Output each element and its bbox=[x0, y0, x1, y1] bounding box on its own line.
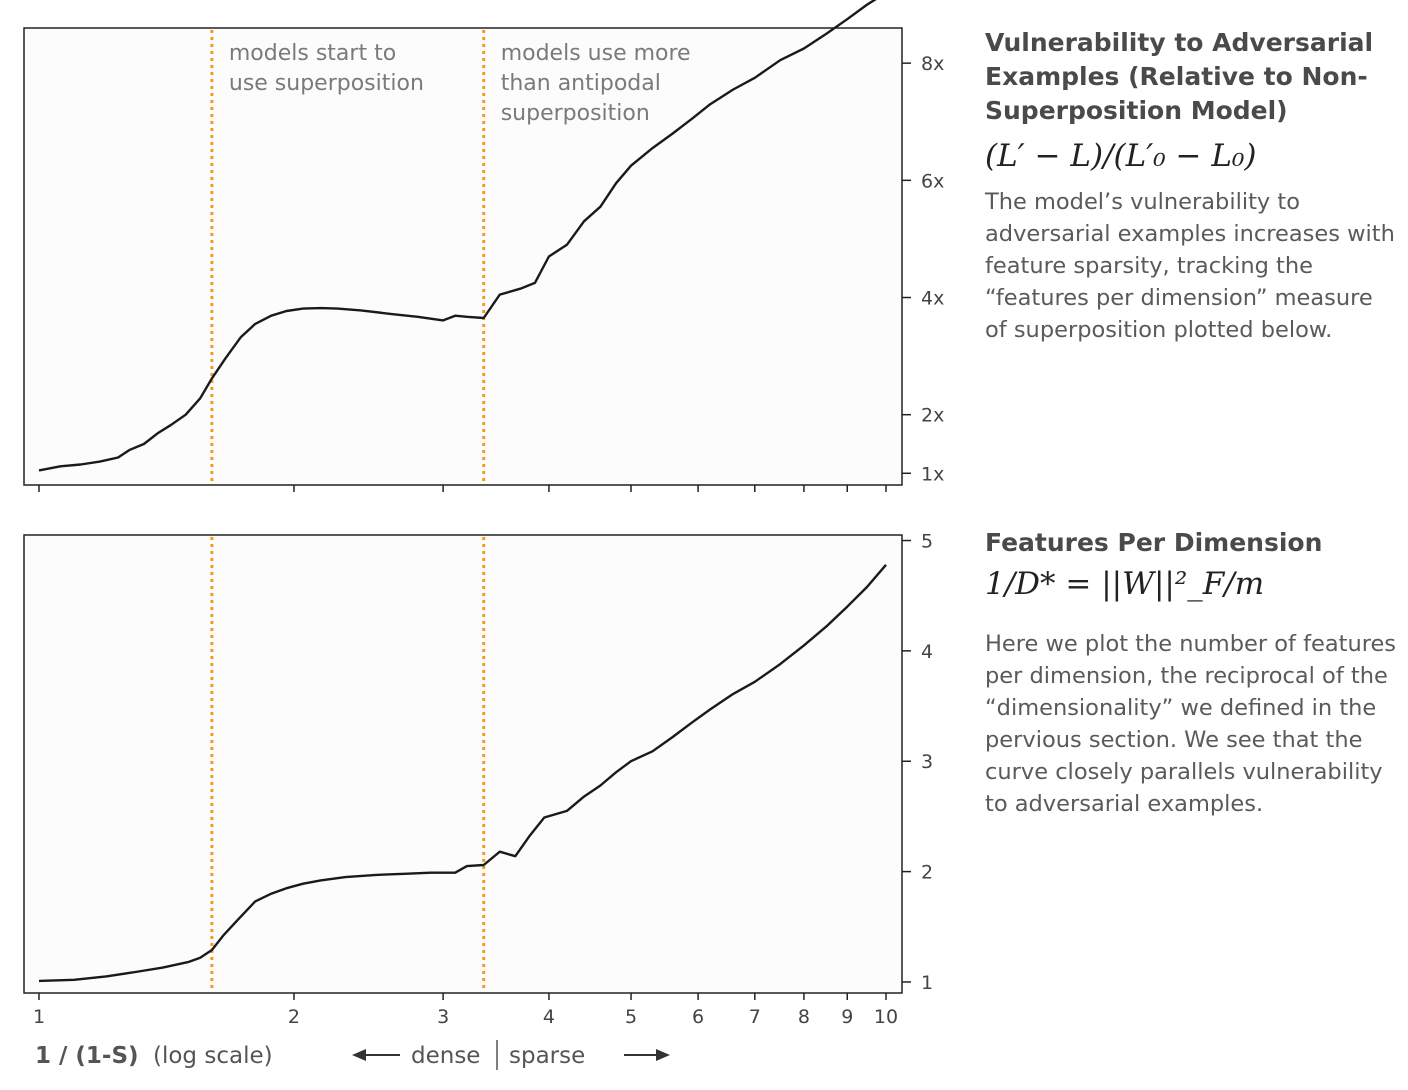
vulnerability-title: Vulnerability to Adversarial Examples (R… bbox=[985, 28, 1374, 125]
features-plot-area bbox=[23, 534, 903, 994]
features-title: Features Per Dimension bbox=[985, 528, 1323, 557]
dense-arrow-icon bbox=[352, 1049, 400, 1061]
vulnerability-plot-area bbox=[23, 27, 903, 486]
threshold-annotation-2: models use more than antipodal superpositi… bbox=[501, 41, 691, 126]
x-tick-label: 9 bbox=[841, 1006, 853, 1028]
features-series-line bbox=[38, 564, 887, 983]
threshold-annotation-1: models start to use superposition bbox=[229, 41, 424, 96]
vulnerability-description: The model’s vulnerability to adversarial… bbox=[985, 189, 1395, 343]
x-tick-label: 2 bbox=[288, 1006, 300, 1028]
direction-sparse-label: sparse bbox=[509, 1043, 585, 1069]
vulnerability-sidebar: Vulnerability to Adversarial Examples (R… bbox=[985, 26, 1400, 346]
y-tick-label: 5 bbox=[921, 531, 933, 553]
y-tick-label: 2x bbox=[921, 405, 944, 427]
features-per-dimension-panel: 1 2 3 4 5 1 2 3 4 5 6 7 8 9 10 bbox=[23, 531, 933, 1028]
x-tick-label: 4 bbox=[543, 1006, 555, 1028]
x-tick-label: 6 bbox=[692, 1006, 704, 1028]
x-tick-label: 1 bbox=[33, 1006, 45, 1028]
vulnerability-panel: models start to use superposition models u… bbox=[23, 0, 944, 492]
y-tick-label: 6x bbox=[921, 170, 944, 192]
y-tick-label: 1 bbox=[921, 972, 933, 994]
threshold-annotation-line: models use more bbox=[501, 41, 691, 66]
threshold-annotation-line: superposition bbox=[501, 101, 650, 126]
x-tick-label: 8 bbox=[798, 1006, 810, 1028]
threshold-annotation-line: than antipodal bbox=[501, 71, 661, 96]
vulnerability-series-line bbox=[38, 0, 877, 472]
x-tick-label: 10 bbox=[874, 1006, 898, 1028]
y-tick-label: 8x bbox=[921, 53, 944, 75]
x-axis-label: 1 / (1-S) bbox=[35, 1043, 139, 1069]
x-axis-scale-note: (log scale) bbox=[153, 1043, 273, 1069]
x-tick-label: 3 bbox=[437, 1006, 449, 1028]
sparse-arrow-icon bbox=[624, 1049, 670, 1061]
y-tick-label: 2 bbox=[921, 862, 933, 884]
y-tick-label: 3 bbox=[921, 751, 933, 773]
x-tick-label: 7 bbox=[749, 1006, 761, 1028]
vulnerability-formula: (L′ − L)/(L′₀ − L₀) bbox=[985, 138, 1257, 174]
threshold-annotation-line: models start to bbox=[229, 41, 396, 66]
direction-dense-label: dense bbox=[411, 1043, 480, 1069]
threshold-annotation-line: use superposition bbox=[229, 71, 424, 96]
x-tick-label: 5 bbox=[625, 1006, 637, 1028]
y-tick-label: 4x bbox=[921, 288, 944, 310]
y-tick-label: 4 bbox=[921, 641, 933, 663]
features-formula: 1/D* = ||W||²_F/m bbox=[985, 566, 1265, 602]
features-sidebar: Features Per Dimension 1/D* = ||W||²_F/m… bbox=[985, 526, 1400, 820]
y-tick-label: 1x bbox=[921, 463, 944, 485]
features-description: Here we plot the number of features per … bbox=[985, 631, 1397, 817]
